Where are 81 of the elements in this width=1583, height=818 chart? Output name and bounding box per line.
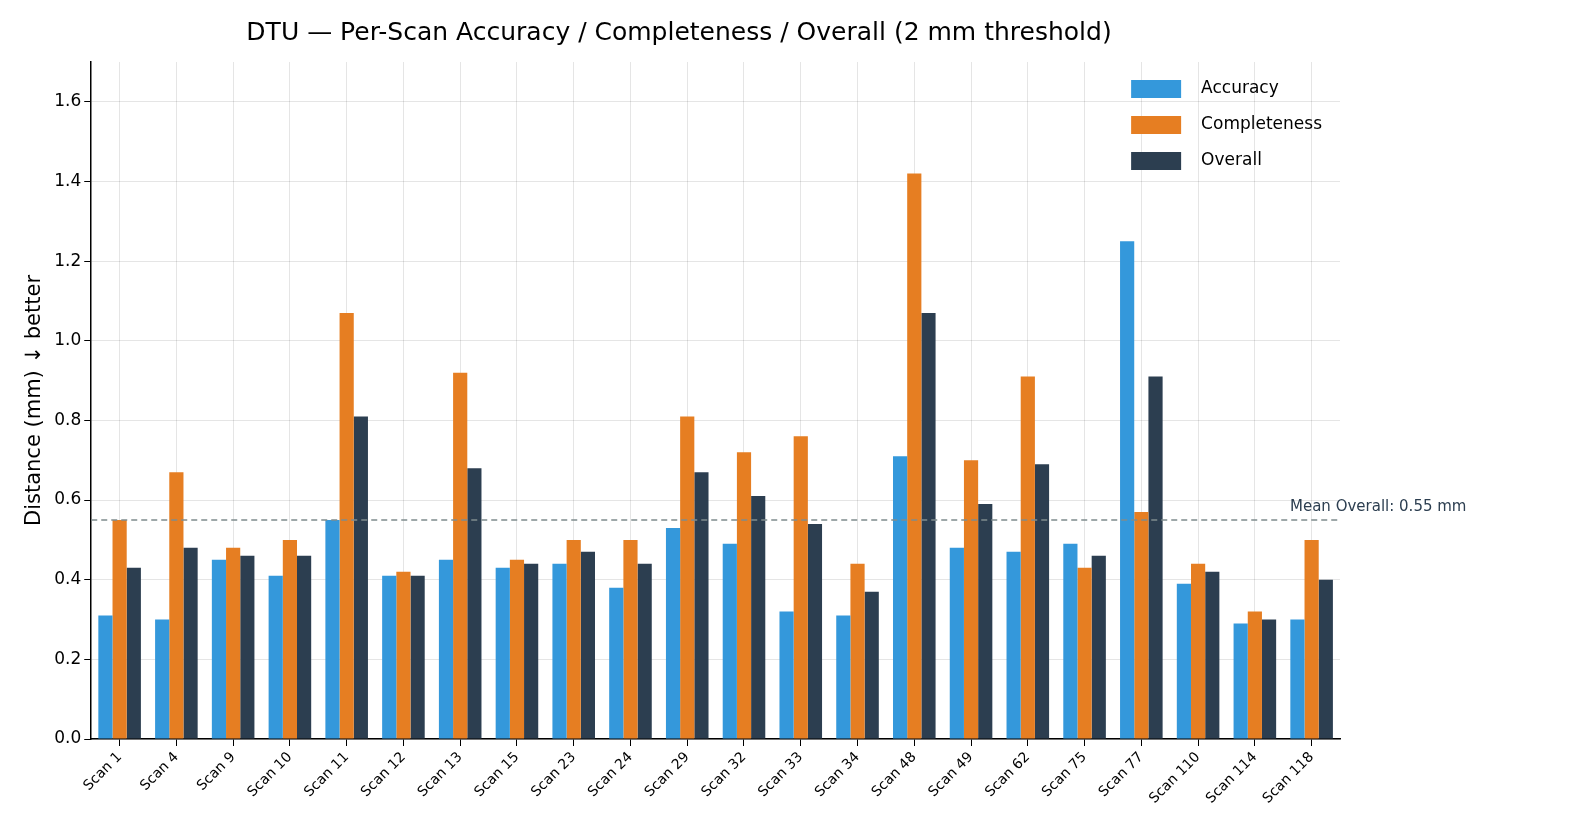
bar: [453, 372, 468, 739]
bar: [1120, 241, 1135, 739]
bar: [665, 527, 681, 739]
bar: [524, 563, 539, 739]
y-tick-label: 0.6: [54, 488, 82, 509]
bar: [1176, 583, 1191, 739]
bar: [566, 539, 581, 739]
y-tick-label: 0.8: [54, 408, 82, 429]
bar: [751, 496, 766, 739]
bar: [1318, 579, 1333, 739]
bar: [779, 611, 794, 739]
bar: [410, 575, 425, 739]
bar: [580, 551, 595, 739]
bar: [722, 543, 737, 739]
bar: [609, 587, 624, 739]
bar: [240, 555, 255, 739]
bar: [353, 416, 368, 739]
bar: [339, 312, 354, 739]
bar: [98, 615, 113, 739]
bar: [1148, 376, 1163, 739]
bar: [155, 619, 170, 739]
y-tick-label: 0.4: [54, 568, 82, 589]
legend-label: Overall: [1201, 149, 1262, 170]
bar: [836, 615, 851, 739]
y-tick-label: 1.2: [54, 249, 82, 270]
bar: [1134, 512, 1149, 739]
bar: [297, 555, 312, 739]
bar: [1006, 551, 1021, 739]
bar: [1290, 619, 1305, 739]
bar: [949, 547, 964, 739]
bar: [1063, 543, 1078, 739]
bar: [382, 575, 397, 739]
bar: [1247, 611, 1262, 739]
legend-label: Completeness: [1201, 113, 1323, 134]
bar: [495, 567, 510, 739]
bar: [169, 472, 184, 739]
bar: [1034, 464, 1050, 739]
bar: [978, 504, 993, 739]
y-tick-label: 0.2: [54, 647, 82, 668]
y-tick-label: 1.4: [54, 169, 82, 190]
bar: [736, 452, 752, 739]
y-tick-label: 1.6: [54, 90, 82, 111]
bar: [509, 559, 525, 739]
bar: [396, 571, 411, 739]
bar: [126, 567, 141, 739]
bar: [907, 173, 922, 739]
bar: [226, 547, 241, 739]
bar: [1261, 619, 1277, 739]
bar: [1091, 555, 1106, 739]
y-axis-title: Distance (mm) ↓ better: [21, 274, 46, 527]
bar: [1020, 376, 1035, 739]
bar: [921, 312, 936, 739]
bar: [963, 460, 979, 739]
bar: [1233, 623, 1248, 739]
ref-line-label: Mean Overall: 0.55 mm: [1290, 497, 1467, 516]
bar: [694, 472, 709, 739]
bar: [1205, 571, 1220, 739]
bar: [325, 519, 340, 739]
chart-title: DTU — Per-Scan Accuracy / Completeness / Overall (2 mm threshold): [246, 16, 1112, 46]
bar: [850, 563, 865, 739]
bar: [552, 563, 567, 739]
bar: [623, 539, 638, 739]
bar: [211, 559, 227, 739]
bar: [268, 575, 283, 739]
bar: [637, 563, 652, 739]
bar: [680, 416, 695, 739]
bar: [183, 547, 198, 739]
bar: [438, 559, 454, 739]
legend-label: Accuracy: [1201, 77, 1279, 98]
bar: [467, 468, 482, 739]
bar: [112, 519, 127, 739]
bar: [893, 456, 908, 739]
bar: [807, 523, 823, 739]
bar: [1191, 563, 1206, 739]
bar: [793, 436, 808, 739]
bar: [864, 591, 879, 739]
bar: [1304, 539, 1319, 739]
bar: [282, 539, 297, 739]
y-tick-label: 1.0: [54, 329, 82, 350]
y-tick-label: 0.0: [54, 727, 82, 748]
bar: [1077, 567, 1092, 739]
